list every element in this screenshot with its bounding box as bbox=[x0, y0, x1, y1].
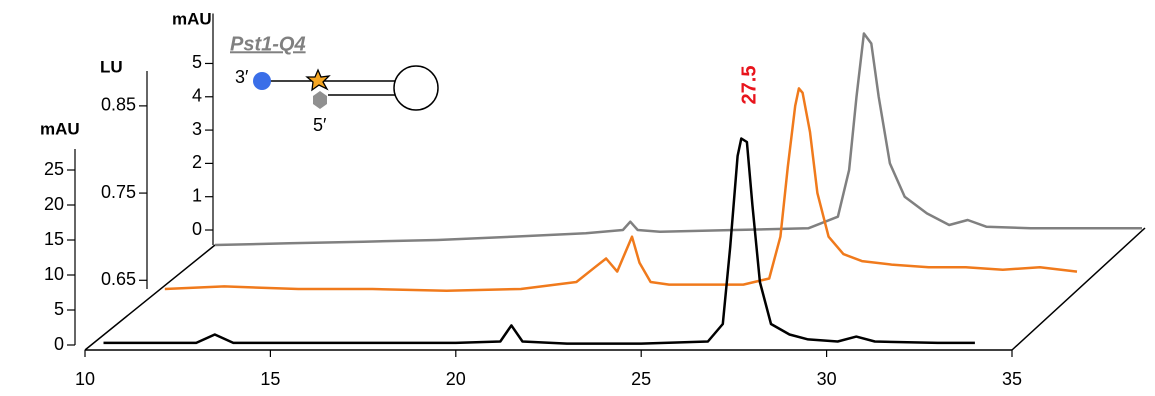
y-tick-label: 0.75 bbox=[101, 182, 136, 202]
star-marker bbox=[305, 68, 331, 92]
y-tick-label: 5 bbox=[54, 299, 64, 319]
y-tick-label: 0 bbox=[54, 334, 64, 354]
floor-edge bbox=[84, 244, 216, 351]
trace bbox=[103, 137, 975, 345]
probe-label: Pst1-Q4 bbox=[230, 33, 306, 55]
y-axis-label: mAU bbox=[40, 119, 80, 138]
y-tick-label: 2 bbox=[192, 152, 202, 172]
y-tick-label: 4 bbox=[192, 86, 202, 106]
probe-diagram: Pst1-Q4 3′ 5′ bbox=[230, 33, 439, 135]
loop-gap bbox=[397, 82, 403, 94]
quencher bbox=[313, 91, 327, 109]
fluorophore bbox=[253, 72, 271, 90]
trace bbox=[214, 32, 1142, 247]
y-axis-label: LU bbox=[100, 57, 123, 76]
y-tick-label: 0.85 bbox=[101, 95, 136, 115]
y-tick-label: 0 bbox=[192, 219, 202, 239]
peak-annotation: 27.5 bbox=[738, 66, 760, 105]
x-tick-label: 30 bbox=[817, 369, 837, 389]
y-tick-label: 3 bbox=[192, 119, 202, 139]
y-tick-label: 15 bbox=[44, 229, 64, 249]
y-tick-label: 5 bbox=[192, 52, 202, 72]
y-tick-label: 20 bbox=[44, 194, 64, 214]
y-tick-label: 10 bbox=[44, 264, 64, 284]
end-label: 5′ bbox=[313, 115, 327, 135]
y-tick-label: 0.65 bbox=[101, 269, 136, 289]
x-tick-label: 20 bbox=[446, 369, 466, 389]
hairpin-loop bbox=[393, 65, 439, 111]
y-axis-label: mAU bbox=[172, 9, 212, 28]
x-tick-label: 35 bbox=[1002, 369, 1022, 389]
y-tick-label: 1 bbox=[192, 185, 202, 205]
floor-edge bbox=[1011, 227, 1146, 351]
trace bbox=[164, 87, 1078, 292]
y-tick-label: 25 bbox=[44, 159, 64, 179]
x-tick-label: 10 bbox=[75, 369, 95, 389]
x-tick-label: 15 bbox=[260, 369, 280, 389]
x-tick-label: 25 bbox=[631, 369, 651, 389]
end-label: 3′ bbox=[235, 67, 249, 87]
